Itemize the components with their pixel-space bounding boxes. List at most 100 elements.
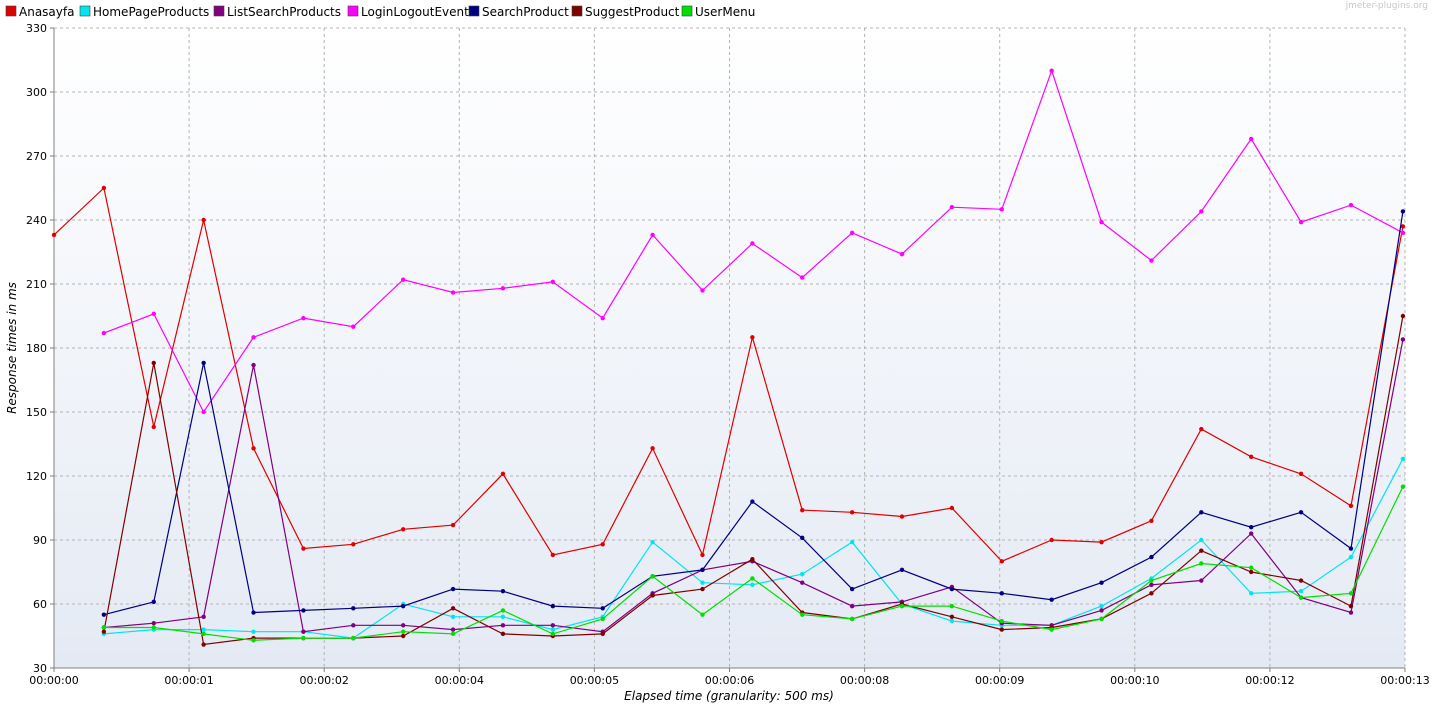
y-tick-label: 120: [26, 470, 47, 483]
data-point-usermenu: [1199, 561, 1203, 565]
data-point-searchproduct: [301, 608, 305, 612]
data-point-anasayfa: [152, 425, 156, 429]
data-point-listsearchproducts: [301, 630, 305, 634]
y-tick-label: 90: [33, 534, 47, 547]
data-point-usermenu: [501, 608, 505, 612]
data-point-usermenu: [1049, 627, 1053, 631]
data-point-searchproduct: [1349, 546, 1353, 550]
data-point-anasayfa: [251, 446, 255, 450]
data-point-listsearchproducts: [1199, 578, 1203, 582]
data-point-suggestproduct: [501, 632, 505, 636]
x-tick-label: 00:00:12: [1245, 674, 1294, 687]
data-point-suggestproduct: [1249, 570, 1253, 574]
data-point-suggestproduct: [201, 642, 205, 646]
data-point-anasayfa: [1349, 504, 1353, 508]
data-point-searchproduct: [251, 610, 255, 614]
data-point-anasayfa: [900, 514, 904, 518]
data-point-homepageproducts: [451, 615, 455, 619]
data-point-loginlogoutevent: [102, 331, 106, 335]
data-point-homepageproducts: [1099, 604, 1103, 608]
data-point-loginlogoutevent: [1401, 231, 1405, 235]
data-point-homepageproducts: [201, 627, 205, 631]
data-point-searchproduct: [1049, 598, 1053, 602]
data-point-anasayfa: [750, 335, 754, 339]
data-point-loginlogoutevent: [1199, 209, 1203, 213]
data-point-listsearchproducts: [451, 627, 455, 631]
data-point-usermenu: [1149, 578, 1153, 582]
data-point-loginlogoutevent: [1249, 137, 1253, 141]
data-point-suggestproduct: [1000, 627, 1004, 631]
x-tick-label: 00:00:13: [1380, 674, 1429, 687]
data-point-usermenu: [750, 576, 754, 580]
data-point-searchproduct: [601, 606, 605, 610]
data-point-usermenu: [950, 604, 954, 608]
data-point-anasayfa: [1099, 540, 1103, 544]
legend-swatch-searchproduct: [469, 6, 479, 16]
data-point-listsearchproducts: [351, 623, 355, 627]
data-point-listsearchproducts: [251, 363, 255, 367]
y-tick-label: 270: [26, 150, 47, 163]
data-point-searchproduct: [102, 612, 106, 616]
data-point-homepageproducts: [1299, 589, 1303, 593]
legend-swatch-suggestproduct: [572, 6, 582, 16]
data-point-anasayfa: [301, 546, 305, 550]
data-point-loginlogoutevent: [351, 324, 355, 328]
data-point-loginlogoutevent: [750, 241, 754, 245]
data-point-usermenu: [700, 612, 704, 616]
data-point-usermenu: [1099, 617, 1103, 621]
data-point-anasayfa: [551, 553, 555, 557]
data-point-listsearchproducts: [1401, 337, 1405, 341]
data-point-loginlogoutevent: [1299, 220, 1303, 224]
data-point-homepageproducts: [1199, 538, 1203, 542]
legend-swatch-listsearchproducts: [214, 6, 224, 16]
data-point-usermenu: [850, 617, 854, 621]
data-point-suggestproduct: [401, 634, 405, 638]
y-tick-label: 330: [26, 22, 47, 35]
legend-swatch-anasayfa: [6, 6, 16, 16]
data-point-anasayfa: [601, 542, 605, 546]
data-point-usermenu: [551, 632, 555, 636]
data-point-suggestproduct: [1199, 548, 1203, 552]
y-tick-label: 180: [26, 342, 47, 355]
data-point-homepageproducts: [1249, 591, 1253, 595]
data-point-loginlogoutevent: [601, 316, 605, 320]
y-axis-ticks: 306090120150180210240270300330: [26, 22, 54, 675]
data-point-loginlogoutevent: [251, 335, 255, 339]
data-point-loginlogoutevent: [451, 290, 455, 294]
legend: Anasayfa HomePageProducts ListSearchProduc…: [6, 5, 755, 19]
x-tick-label: 00:00:02: [299, 674, 348, 687]
x-axis-ticks: 00:00:00 00:00:01 00:00:02 00:00:04 00:00:05…: [29, 668, 1429, 687]
data-point-searchproduct: [451, 587, 455, 591]
data-point-loginlogoutevent: [551, 280, 555, 284]
x-tick-label: 00:00:10: [1110, 674, 1159, 687]
x-tick-label: 00:00:08: [840, 674, 889, 687]
data-point-suggestproduct: [1299, 578, 1303, 582]
data-point-usermenu: [351, 636, 355, 640]
legend-swatch-loginlogoutevent: [348, 6, 358, 16]
data-point-searchproduct: [1099, 580, 1103, 584]
data-point-listsearchproducts: [1349, 610, 1353, 614]
data-point-searchproduct: [1000, 591, 1004, 595]
data-point-usermenu: [201, 632, 205, 636]
data-point-anasayfa: [351, 542, 355, 546]
data-point-usermenu: [451, 632, 455, 636]
data-point-anasayfa: [451, 523, 455, 527]
data-point-anasayfa: [1049, 538, 1053, 542]
data-point-listsearchproducts: [1149, 583, 1153, 587]
data-point-homepageproducts: [750, 583, 754, 587]
data-point-loginlogoutevent: [1149, 258, 1153, 262]
data-point-usermenu: [102, 625, 106, 629]
x-tick-label: 00:00:04: [435, 674, 484, 687]
data-point-usermenu: [401, 630, 405, 634]
data-point-listsearchproducts: [1099, 608, 1103, 612]
data-point-suggestproduct: [102, 630, 106, 634]
data-point-usermenu: [800, 612, 804, 616]
data-point-anasayfa: [1299, 472, 1303, 476]
data-point-loginlogoutevent: [950, 205, 954, 209]
data-point-anasayfa: [1249, 455, 1253, 459]
x-tick-label: 00:00:01: [164, 674, 213, 687]
data-point-anasayfa: [102, 186, 106, 190]
data-point-homepageproducts: [551, 627, 555, 631]
data-point-searchproduct: [1401, 209, 1405, 213]
